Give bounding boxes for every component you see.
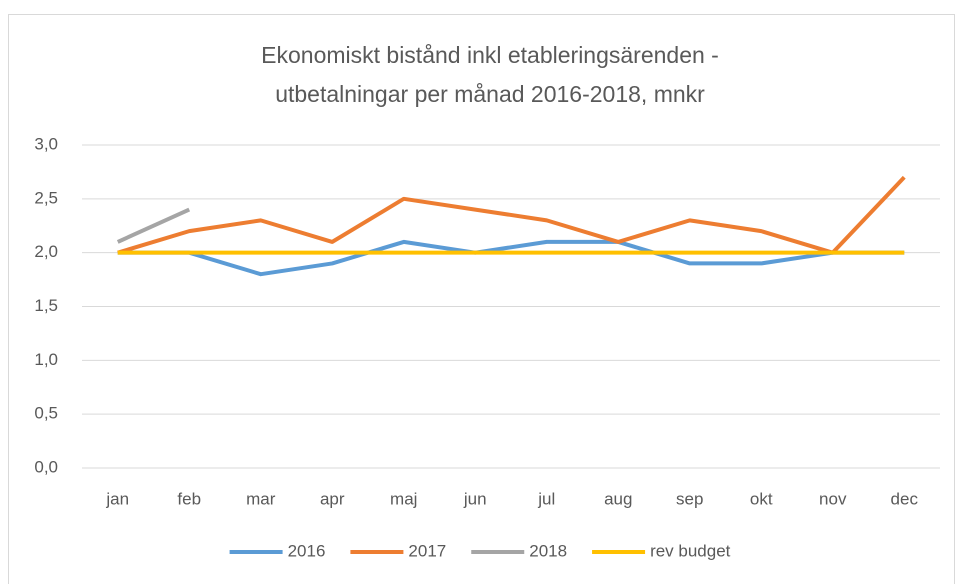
x-tick-label: feb — [177, 489, 201, 508]
x-tick-label: okt — [750, 489, 773, 508]
legend-label: 2017 — [408, 541, 446, 560]
series-line — [117, 175, 906, 255]
y-tick-label: 1,0 — [34, 350, 58, 369]
x-tick-label: nov — [819, 489, 847, 508]
y-tick-label: 0,0 — [34, 457, 58, 476]
chart-title: Ekonomiskt bistånd inkl etableringsärend… — [261, 42, 719, 68]
x-tick-label: jul — [537, 489, 555, 508]
x-tick-label: maj — [390, 489, 417, 508]
y-tick-label: 3,0 — [34, 134, 58, 153]
x-tick-label: apr — [320, 489, 345, 508]
chart-border — [8, 14, 955, 584]
y-tick-label: 1,5 — [34, 296, 58, 315]
legend-label: 2018 — [529, 541, 567, 560]
x-tick-label: dec — [891, 489, 919, 508]
y-tick-label: 2,0 — [34, 242, 58, 261]
y-tick-label: 2,5 — [34, 188, 58, 207]
x-tick-label: aug — [604, 489, 632, 508]
series-line — [116, 207, 191, 244]
y-tick-label: 0,5 — [34, 404, 58, 423]
legend-label: rev budget — [650, 541, 731, 560]
x-tick-label: sep — [676, 489, 703, 508]
x-tick-label: jun — [463, 489, 487, 508]
series-line — [117, 239, 905, 277]
chart-title: utbetalningar per månad 2016-2018, mnkr — [275, 81, 705, 107]
legend-label: 2016 — [288, 541, 326, 560]
x-tick-label: jan — [105, 489, 129, 508]
x-tick-label: mar — [246, 489, 276, 508]
